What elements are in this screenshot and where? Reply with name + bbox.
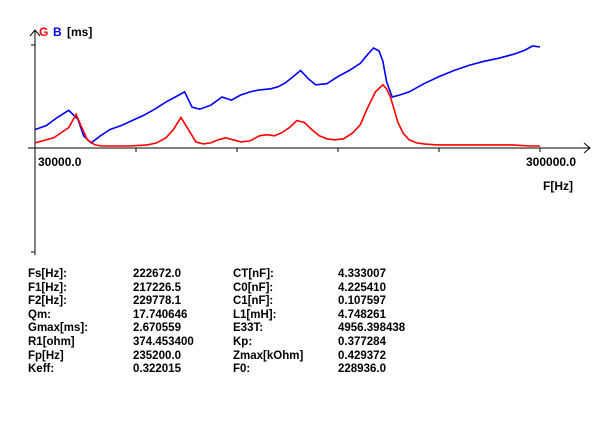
param-value: 2.670559 xyxy=(133,322,181,335)
parameter-table: Fs[Hz]: 222672.0 CT[nF]: 4.333007 F1[Hz]: 217… xyxy=(28,268,588,388)
x-axis-title: F[Hz] xyxy=(543,179,573,193)
param-value: 222672.0 xyxy=(133,268,181,280)
legend-unit-label: [ms] xyxy=(67,25,92,39)
param-value: 4956.398438 xyxy=(338,322,406,335)
param-value: 0.377284 xyxy=(338,336,386,348)
param-value: 4.333007 xyxy=(338,268,386,280)
series-b-line xyxy=(34,45,541,144)
param-name: L1[mH]: xyxy=(233,308,277,321)
param-name: Kp: xyxy=(233,336,253,348)
param-name: Fs[Hz]: xyxy=(28,268,67,280)
param-name: Fp[Hz] xyxy=(28,349,64,362)
param-name: E33T: xyxy=(233,322,264,335)
param-row: Qm: 17.740646 L1[mH]: 4.748261 xyxy=(28,309,588,322)
param-name: Keff: xyxy=(28,363,55,376)
impedance-plot: G B [ms] 30000.0 300000.0 F[Hz] xyxy=(28,25,591,255)
param-value: 235200.0 xyxy=(133,349,181,362)
param-value: 229778.1 xyxy=(133,295,181,308)
param-value: 374.453400 xyxy=(133,336,194,348)
x-min-label: 30000.0 xyxy=(38,155,82,169)
param-name: C0[nF]: xyxy=(233,281,274,294)
param-value: 228936.0 xyxy=(338,363,386,376)
param-name: Zmax[kOhm] xyxy=(233,349,304,362)
param-row: R1[ohm] 374.453400 Kp: 0.377284 xyxy=(28,336,588,349)
y-axis-arrow xyxy=(29,29,41,37)
param-name: CT[nF]: xyxy=(233,268,274,280)
param-name: F0: xyxy=(233,363,251,376)
param-row: F2[Hz]: 229778.1 C1[nF]: 0.107597 xyxy=(28,295,588,308)
param-value: 17.740646 xyxy=(133,308,188,321)
param-row: F1[Hz]: 217226.5 C0[nF]: 4.225410 xyxy=(28,282,588,295)
x-axis-ticks xyxy=(34,148,541,152)
param-row: Fp[Hz] 235200.0 Zmax[kOhm] 0.429372 xyxy=(28,350,588,363)
param-name: Gmax[ms]: xyxy=(28,322,89,335)
param-name: F1[Hz]: xyxy=(28,281,67,294)
param-value: 4.748261 xyxy=(338,308,386,321)
param-name: R1[ohm] xyxy=(28,336,75,348)
param-name: C1[nF]: xyxy=(233,295,274,308)
param-value: 0.429372 xyxy=(338,349,386,362)
param-value: 217226.5 xyxy=(133,281,181,294)
param-name: F2[Hz]: xyxy=(28,295,67,308)
legend-b-label: B xyxy=(53,25,62,39)
param-name: Qm: xyxy=(28,308,51,321)
param-row: Fs[Hz]: 222672.0 CT[nF]: 4.333007 xyxy=(28,268,588,281)
param-value: 4.225410 xyxy=(338,281,386,294)
series-g-line xyxy=(34,83,540,147)
param-row: Gmax[ms]: 2.670559 E33T: 4956.398438 xyxy=(28,322,588,335)
param-row: Keff: 0.322015 F0: 228936.0 xyxy=(28,363,588,376)
legend-g-label: G xyxy=(39,25,48,39)
x-axis-arrow xyxy=(583,142,591,154)
param-value: 0.322015 xyxy=(133,363,181,376)
x-max-label: 300000.0 xyxy=(526,155,576,169)
param-value: 0.107597 xyxy=(338,295,386,308)
